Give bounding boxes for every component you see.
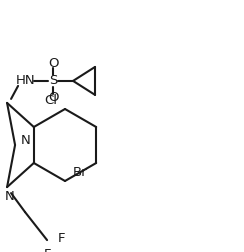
Text: S: S [49, 74, 57, 87]
Text: N: N [5, 190, 15, 203]
Text: F: F [57, 232, 65, 245]
Text: N: N [21, 135, 31, 147]
Text: Br: Br [73, 166, 88, 178]
Text: O: O [48, 57, 58, 70]
Text: F: F [43, 247, 51, 252]
Text: O: O [48, 91, 58, 104]
Text: HN: HN [15, 74, 35, 87]
Text: Cl: Cl [44, 94, 58, 108]
